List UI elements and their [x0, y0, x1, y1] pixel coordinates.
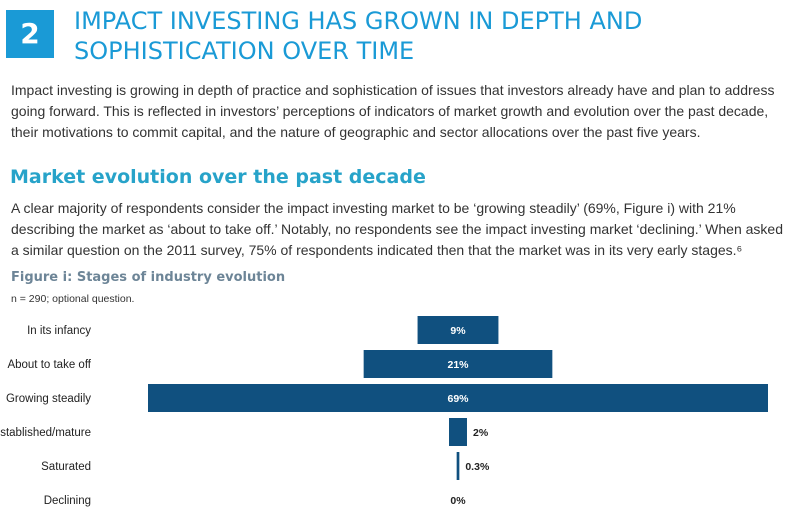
- category-label: Growing steadily: [6, 393, 91, 405]
- category-label: Established/mature: [0, 427, 91, 439]
- industry-evolution-chart: In its infancy 9% About to take off 21% Grow…: [0, 316, 768, 507]
- data-label: 2%: [473, 427, 489, 439]
- bar: [363, 350, 553, 378]
- bar: [456, 452, 460, 480]
- data-label: 69%: [447, 393, 469, 405]
- category-label: Saturated: [41, 461, 91, 473]
- figure-note: n = 290; optional question.: [11, 293, 135, 305]
- intro-paragraph: Impact investing is growing in depth of …: [11, 82, 775, 140]
- category-label: About to take off: [7, 359, 91, 371]
- data-label: 0%: [450, 495, 466, 507]
- subsection-heading: Market evolution over the past decade: [10, 166, 426, 188]
- data-label: 9%: [450, 325, 466, 337]
- data-label: 0.3%: [465, 461, 490, 473]
- section-title: IMPACT INVESTING HAS GROWN IN DEPTH AND …: [74, 7, 643, 65]
- bar: [148, 384, 768, 412]
- bar: [449, 418, 467, 446]
- data-label: 21%: [447, 359, 469, 371]
- figure-title: Figure i: Stages of industry evolution: [11, 270, 286, 285]
- category-label: Declining: [44, 495, 91, 507]
- section-number-badge: 2: [6, 10, 54, 58]
- category-label: In its infancy: [27, 325, 91, 337]
- subsection-paragraph: A clear majority of respondents consider…: [11, 200, 783, 258]
- bar: [417, 316, 499, 344]
